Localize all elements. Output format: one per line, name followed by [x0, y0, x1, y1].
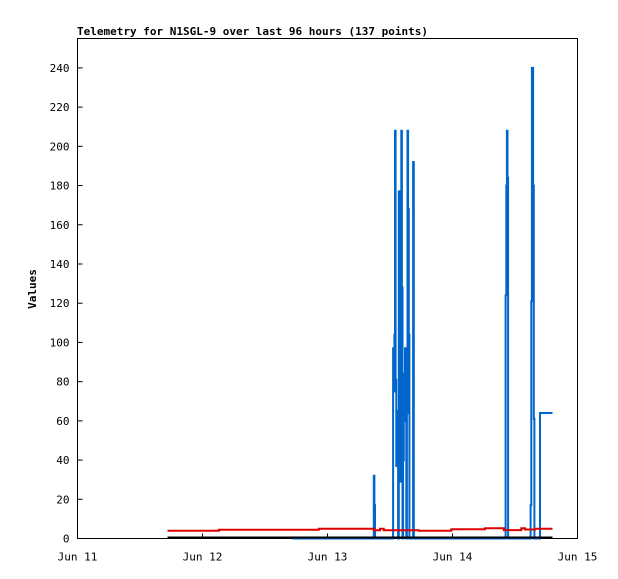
y-tick-label: 220 — [50, 101, 70, 114]
y-tick-label: 60 — [56, 415, 69, 428]
y-tick-label: 20 — [56, 493, 69, 506]
y-tick-label: 0 — [63, 533, 70, 546]
y-tick-label: 100 — [50, 336, 70, 349]
chart-title: Telemetry for N1SGL-9 over last 96 hours… — [77, 25, 428, 38]
x-tick-label: Jun 11 — [58, 551, 98, 564]
plot-area-frame — [77, 38, 578, 539]
y-axis-label: Values — [26, 269, 39, 309]
x-tick-label: Jun 12 — [183, 551, 223, 564]
y-tick-label: 40 — [56, 454, 69, 467]
y-tick-label: 160 — [50, 219, 70, 232]
series-line-1 — [292, 66, 553, 540]
x-tick-label: Jun 15 — [558, 551, 598, 564]
series-layer — [167, 66, 553, 540]
y-tick-label: 240 — [50, 62, 70, 75]
y-tick-label: 140 — [50, 258, 70, 271]
y-tick-label: 80 — [56, 376, 69, 389]
x-axis-ticks: Jun 11 Jun 12 Jun 13 Jun 14 Jun 15 — [58, 533, 598, 564]
y-axis-ticks: 0 20 40 60 80 100 120 140 160 180 200 220 240 — [50, 62, 83, 546]
x-tick-label: Jun 14 — [433, 551, 473, 564]
y-tick-label: 200 — [50, 140, 70, 153]
y-tick-label: 120 — [50, 297, 70, 310]
x-tick-label: Jun 13 — [308, 551, 348, 564]
y-tick-label: 180 — [50, 180, 70, 193]
series-line-2 — [167, 527, 553, 532]
